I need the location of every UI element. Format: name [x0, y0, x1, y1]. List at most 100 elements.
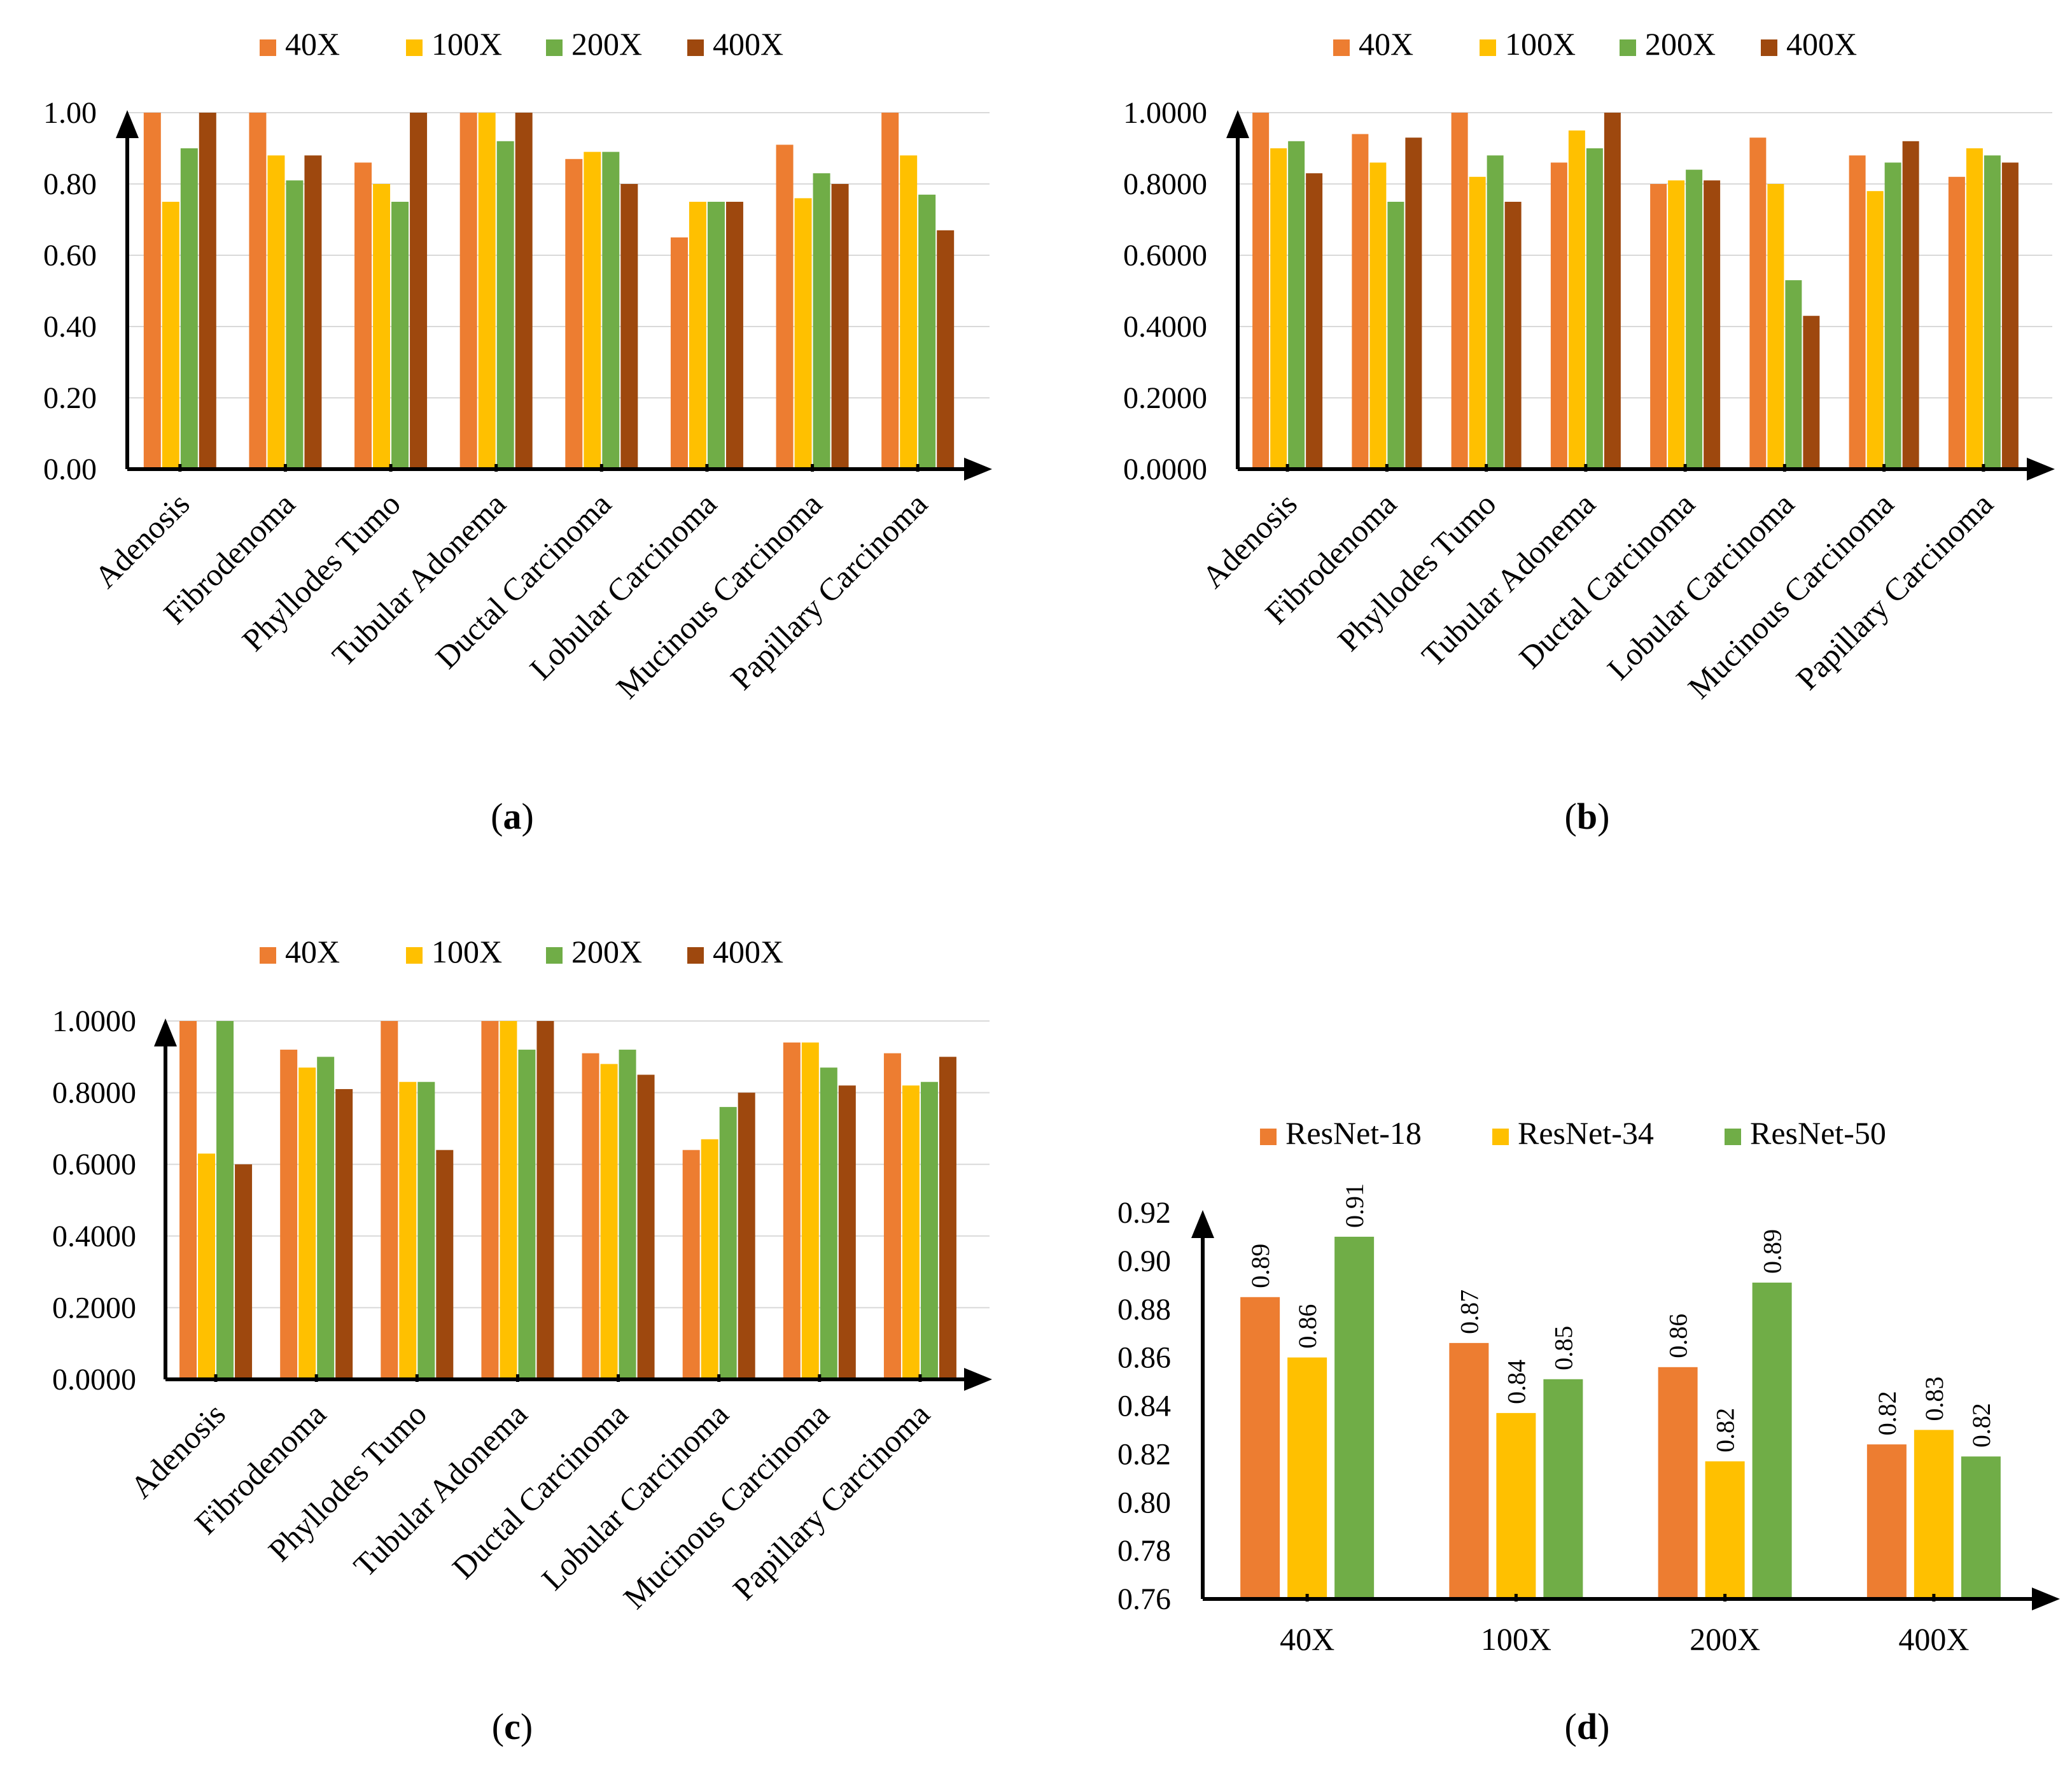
- bar: [162, 202, 179, 469]
- x-category-label: Lobular Carcinoma: [535, 1396, 735, 1596]
- bar: [1586, 148, 1603, 469]
- bar: [682, 1150, 700, 1379]
- panel-caption: (d): [1565, 1706, 1610, 1747]
- bar: [1270, 148, 1287, 469]
- x-axis-arrow-icon: [2032, 1587, 2060, 1610]
- bar: [937, 230, 955, 469]
- bar: [199, 113, 216, 469]
- y-tick-label: 0.4000: [52, 1220, 136, 1253]
- bar: [1543, 1379, 1583, 1599]
- data-label: 0.82: [1711, 1408, 1740, 1453]
- legend-label: 400X: [713, 26, 783, 62]
- bar: [1550, 162, 1567, 469]
- legend-swatch: [260, 39, 276, 56]
- x-category-label: Ductal Carcinoma: [445, 1396, 635, 1586]
- y-tick-label: 0.92: [1117, 1196, 1171, 1230]
- bar: [500, 1021, 517, 1379]
- y-tick-label: 0.8000: [1123, 167, 1207, 201]
- bar: [831, 184, 849, 469]
- bar: [1966, 148, 1983, 469]
- y-tick-label: 0.80: [1117, 1486, 1171, 1519]
- legend-swatch: [546, 39, 563, 56]
- bar: [584, 151, 601, 469]
- y-axis-arrow-icon: [116, 110, 139, 138]
- bar: [565, 158, 583, 470]
- legend-swatch: [406, 39, 423, 56]
- y-tick-label: 0.00: [43, 453, 97, 486]
- bar: [689, 202, 706, 469]
- bar: [180, 148, 198, 469]
- x-category-label: Mucinous Carcinoma: [609, 486, 829, 705]
- bar: [1803, 316, 1820, 469]
- bar: [1504, 202, 1522, 469]
- bar: [902, 1085, 920, 1379]
- x-axis-arrow-icon: [2027, 458, 2055, 481]
- bar: [582, 1053, 599, 1379]
- bar: [776, 144, 794, 469]
- legend-label: ResNet-18: [1285, 1115, 1422, 1151]
- bar: [478, 113, 496, 469]
- data-label: 0.89: [1246, 1244, 1275, 1288]
- bar: [280, 1050, 298, 1379]
- data-label: 0.89: [1758, 1229, 1787, 1274]
- y-tick-label: 1.0000: [1123, 96, 1207, 130]
- panel-caption: (a): [491, 796, 534, 837]
- bar: [286, 180, 304, 469]
- bar: [881, 113, 899, 469]
- x-axis-arrow-icon: [964, 458, 992, 481]
- y-tick-label: 0.0000: [1123, 453, 1207, 486]
- data-label: 0.86: [1664, 1314, 1693, 1358]
- legend-swatch: [1480, 39, 1496, 56]
- y-tick-label: 0.88: [1117, 1293, 1171, 1327]
- bar: [707, 202, 725, 469]
- bar: [1902, 141, 1919, 470]
- bar: [1287, 1357, 1327, 1599]
- legend-label: 200X: [1645, 26, 1716, 62]
- legend-label: 200X: [571, 934, 642, 969]
- legend-swatch: [687, 947, 704, 964]
- bar: [701, 1139, 718, 1379]
- bar: [1866, 191, 1884, 469]
- y-axis-arrow-icon: [154, 1018, 177, 1046]
- bar: [536, 1021, 554, 1379]
- data-label: 0.87: [1455, 1290, 1483, 1334]
- bar: [399, 1081, 417, 1379]
- x-category-label: 200X: [1690, 1621, 1760, 1657]
- bar: [1749, 137, 1767, 469]
- bar: [518, 1050, 536, 1379]
- bar: [198, 1153, 216, 1379]
- y-tick-label: 0.80: [43, 167, 97, 201]
- bar: [1752, 1283, 1792, 1599]
- bar: [417, 1081, 435, 1379]
- bar: [298, 1067, 316, 1379]
- bar: [1686, 169, 1703, 469]
- y-tick-label: 0.4000: [1123, 310, 1207, 344]
- bar: [1252, 113, 1270, 469]
- y-tick-label: 0.78: [1117, 1534, 1171, 1568]
- legend-swatch: [260, 947, 276, 964]
- chart-c: 0.00000.20000.40000.60000.80001.0000Aden…: [52, 934, 992, 1747]
- legend-swatch: [1761, 39, 1777, 56]
- bar: [1334, 1236, 1375, 1599]
- bar: [1884, 162, 1901, 469]
- legend-swatch: [1492, 1129, 1509, 1145]
- bar: [179, 1021, 197, 1379]
- bar: [838, 1085, 856, 1379]
- bar: [1604, 113, 1621, 469]
- y-tick-label: 0.2000: [52, 1291, 136, 1325]
- legend-label: 400X: [1786, 26, 1857, 62]
- legend-label: 40X: [285, 934, 340, 969]
- legend-label: 400X: [713, 934, 783, 969]
- bar: [373, 184, 391, 469]
- y-tick-label: 0.20: [43, 381, 97, 415]
- legend-swatch: [1333, 39, 1350, 56]
- bar: [1984, 155, 2001, 469]
- bar: [410, 113, 428, 469]
- legend-label: 100X: [431, 934, 502, 969]
- legend-label: 40X: [1359, 26, 1413, 62]
- bar: [738, 1092, 755, 1379]
- bar: [794, 198, 812, 469]
- x-category-label: 40X: [1280, 1621, 1334, 1657]
- chart-d: 0.76 0.78 0.80 0.82 0.84 0.86 0.88 0.90 0.92 0.89…: [1117, 1115, 2060, 1747]
